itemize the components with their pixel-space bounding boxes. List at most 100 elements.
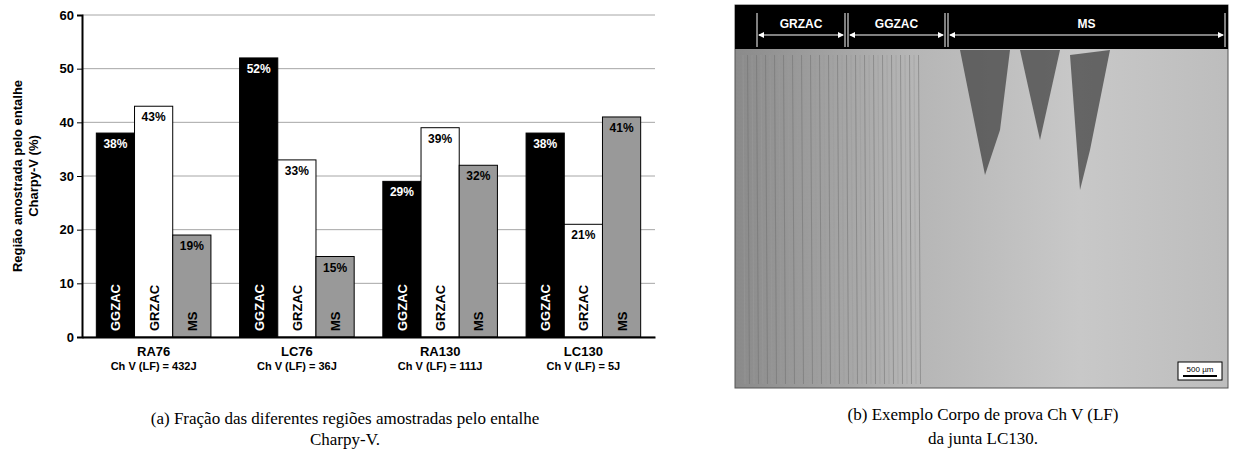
streak <box>770 55 772 384</box>
tick: 0 <box>67 330 82 345</box>
axis-line <box>83 337 656 339</box>
streak <box>847 55 849 384</box>
series-name: GGZAC <box>108 283 123 331</box>
tick-label: RA130 <box>420 344 460 359</box>
tick: RA130 <box>420 337 460 359</box>
bar <box>564 224 602 337</box>
region-arrow <box>759 34 843 35</box>
tick: LC130 <box>564 337 603 359</box>
category-note: Ch V (LF) = 111J <box>398 360 483 372</box>
series-name: GRZAC <box>290 284 305 331</box>
y-axis-title: Região amostrada pelo entalheCharpy-V (%… <box>10 80 41 272</box>
data-label: 19% <box>180 239 204 253</box>
data-label: 15% <box>323 261 347 275</box>
region-tick <box>757 13 758 47</box>
caption: da junta LC130. <box>928 429 1038 448</box>
streak <box>766 55 768 384</box>
streak <box>883 55 885 384</box>
streak <box>910 55 912 384</box>
streak <box>779 55 781 384</box>
bar <box>96 133 134 337</box>
grid-line <box>82 15 655 16</box>
streak <box>878 55 880 384</box>
axis-line <box>77 16 83 338</box>
tick-mark <box>77 283 82 284</box>
data-label: 33% <box>285 164 309 178</box>
tick-label: LC130 <box>564 344 603 359</box>
scale-bar <box>1183 375 1217 377</box>
y-axis: 0102030405060 <box>60 8 83 345</box>
tick: 20 <box>60 222 82 237</box>
category-note: Ch V (LF) = 5J <box>547 360 621 372</box>
data-label: 29% <box>390 185 414 199</box>
series-name: GGZAC <box>538 283 553 331</box>
grid-line <box>82 68 655 69</box>
streak <box>851 55 853 384</box>
scale-bar-box <box>1178 362 1222 380</box>
streak <box>761 55 763 384</box>
tick: RA76 <box>137 337 170 359</box>
streak <box>905 55 907 384</box>
grid <box>82 15 655 337</box>
bar <box>602 117 640 337</box>
data-label: 43% <box>142 110 166 124</box>
tick-mark <box>77 337 82 338</box>
bar <box>278 160 316 337</box>
streak <box>892 55 894 384</box>
streak <box>824 55 826 384</box>
region-label: GGZAC <box>875 17 919 31</box>
data-label: 21% <box>571 228 595 242</box>
bars <box>96 58 640 337</box>
tick-label: 20 <box>60 222 74 237</box>
streak <box>775 55 777 384</box>
streak <box>856 55 858 384</box>
streak <box>802 55 804 384</box>
bar <box>316 257 354 338</box>
streak <box>793 55 795 384</box>
streak <box>838 55 840 384</box>
region-arrow <box>950 34 1223 35</box>
top-band <box>735 5 1228 49</box>
tick: 30 <box>60 169 82 184</box>
grid-line <box>82 337 655 338</box>
tick: 50 <box>60 61 82 76</box>
streak <box>901 55 903 384</box>
tick: 10 <box>60 276 82 291</box>
streak <box>748 55 750 384</box>
streak <box>874 55 876 384</box>
tick-mark <box>77 122 82 123</box>
streak <box>829 55 831 384</box>
bar <box>526 133 564 337</box>
arrow-head <box>758 32 844 38</box>
streak <box>860 55 862 384</box>
data-label: 38% <box>533 137 557 151</box>
bar <box>383 181 421 337</box>
region-tick <box>1225 13 1226 47</box>
tick-label: 60 <box>60 8 74 23</box>
tick-label: 50 <box>60 61 74 76</box>
streak <box>752 55 754 384</box>
streak <box>806 55 808 384</box>
series-name: GRZAC <box>576 284 591 331</box>
streak <box>784 55 786 384</box>
series-name: MS <box>471 311 486 331</box>
data-label: 39% <box>428 132 452 146</box>
bar <box>459 165 497 337</box>
tick-label: 0 <box>67 330 74 345</box>
streak <box>919 55 921 384</box>
region-tick <box>848 13 849 47</box>
arrow-head <box>949 32 1224 38</box>
tick-label: LC76 <box>281 344 313 359</box>
streak <box>833 55 835 384</box>
data-label: 52% <box>247 62 271 76</box>
streak <box>914 55 916 384</box>
data-label: 38% <box>103 137 127 151</box>
caption: (a) Fração das diferentes regiões amostr… <box>151 409 539 449</box>
streak <box>797 55 799 384</box>
series-name: MS <box>185 311 200 331</box>
tick-mark <box>77 69 82 70</box>
x-axis: RA76 LC76 RA130 LC130 <box>83 337 656 359</box>
tick-label: RA76 <box>137 344 170 359</box>
streak <box>788 55 790 384</box>
streak <box>757 55 759 384</box>
